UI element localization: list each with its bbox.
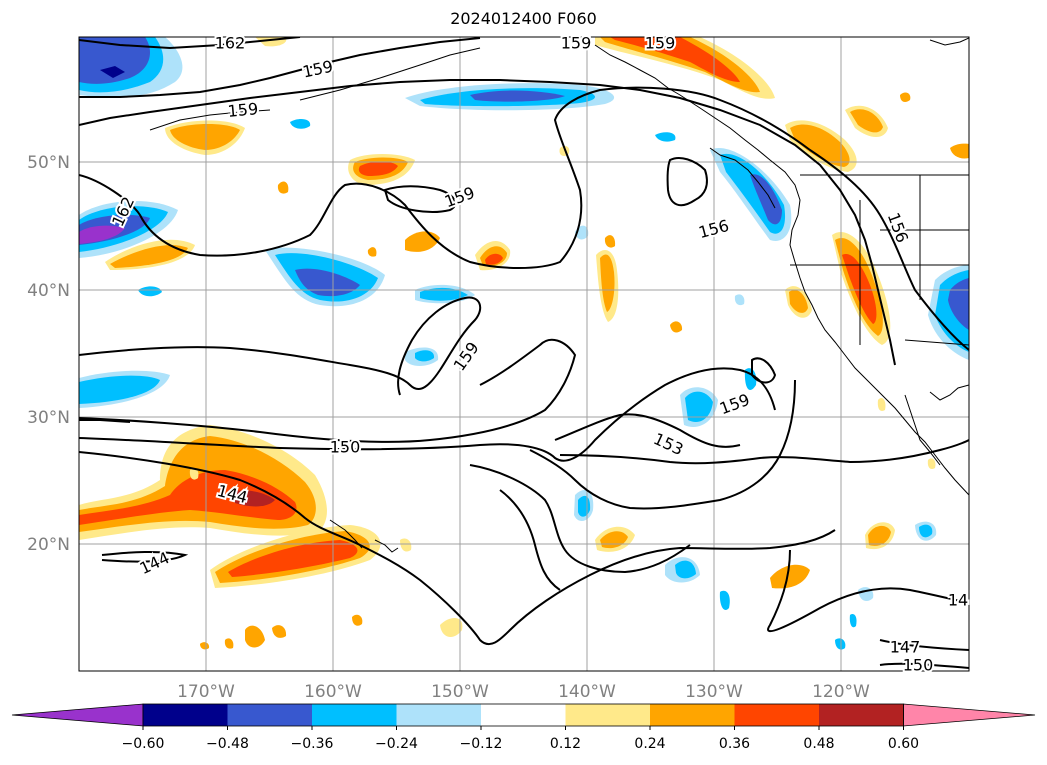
contour-label: 147: [890, 638, 921, 657]
contour-label-halo: 162: [215, 34, 246, 53]
colorbar-frame: [142, 703, 904, 727]
colorbar-tick-label: −0.36: [291, 736, 334, 752]
colorbar-segment: [650, 704, 735, 726]
lon-labels: 170°W 160°W 150°W 140°W 130°W 120°W: [177, 682, 870, 702]
colorbar-tick-label: 0.12: [550, 736, 581, 752]
colorbar: −0.60 −0.48 −0.36 −0.24 −0.12 0.12 0.24 0.36 0.4…: [11, 703, 1036, 752]
graticule: [79, 37, 969, 671]
colorbar-tick-label: 0.24: [634, 736, 665, 752]
contour-label: 159: [645, 34, 676, 53]
colorbar-segment: [396, 704, 481, 726]
colorbar-tick-label: −0.48: [206, 736, 249, 752]
colorbar-tick-label: 0.48: [803, 736, 834, 752]
contour-label-halo: 159: [645, 34, 676, 53]
contour-label: 159: [561, 34, 592, 53]
lon-label-120w: 120°W: [812, 682, 870, 702]
contour-label: 150: [330, 438, 361, 457]
lon-label-160w: 160°W: [304, 682, 362, 702]
colorbar-segment: [312, 704, 397, 726]
colorbar-tick-label: −0.24: [375, 736, 418, 752]
contour-label-halo: 159: [561, 34, 592, 53]
colorbar-tick-label: −0.12: [460, 736, 503, 752]
colorbar-extend-high: [903, 703, 1036, 727]
contour-label-halo: 14: [948, 591, 968, 610]
colorbar-segment: [143, 704, 228, 726]
contour-label-halo: 147: [890, 638, 921, 657]
map-title: 2024012400 F060: [450, 9, 597, 28]
contour-label: 159: [227, 99, 259, 121]
lat-label-30n: 30°N: [27, 408, 70, 428]
colorbar-extend-low: [11, 703, 144, 727]
colorbar-tick-label: −0.60: [122, 736, 165, 752]
lat-label-40n: 40°N: [27, 281, 70, 301]
lat-label-50n: 50°N: [27, 153, 70, 173]
colorbar-tick-label: 0.60: [888, 736, 919, 752]
colorbar-segment: [565, 704, 650, 726]
contour-label: 150: [903, 656, 934, 675]
contour-label: 162: [215, 34, 246, 53]
colorbar-segment: [819, 704, 904, 726]
contour-label-halo: 150: [330, 438, 361, 457]
lon-label-170w: 170°W: [177, 682, 235, 702]
lat-labels: 50°N 40°N 30°N 20°N: [27, 153, 70, 555]
lon-label-130w: 130°W: [685, 682, 743, 702]
colorbar-segment: [481, 704, 566, 726]
plot-frame: [78, 36, 970, 672]
contour-label: 14: [948, 591, 968, 610]
contour-label-halo: 150: [903, 656, 934, 675]
shading-layer: [79, 37, 969, 650]
lon-label-150w: 150°W: [431, 682, 489, 702]
height-contours: [79, 37, 969, 669]
lon-label-140w: 140°W: [558, 682, 616, 702]
colorbar-segment: [227, 704, 312, 726]
lat-label-20n: 20°N: [27, 535, 70, 555]
colorbar-segment: [734, 704, 819, 726]
colorbar-tick-label: 0.36: [719, 736, 750, 752]
